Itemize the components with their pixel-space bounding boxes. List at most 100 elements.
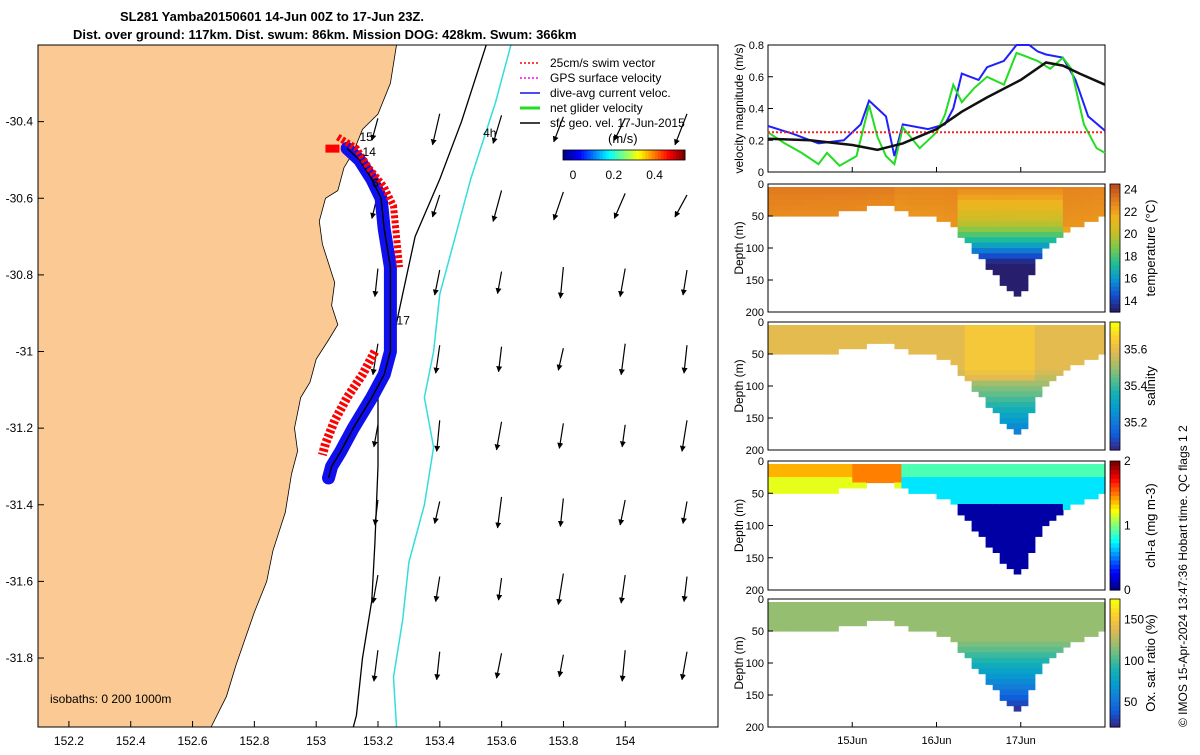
section-data-cell [985,530,994,537]
section-data-cell [866,194,874,201]
section-data-cell [1020,514,1029,521]
section-data-cell [901,338,909,344]
section-data-cell [852,477,860,484]
section-data-cell [1062,493,1071,500]
section-data-cell [1062,471,1071,478]
section-colorbar-label: salinity [1143,366,1158,406]
section-data-cell [838,609,846,616]
section-data-cell [957,354,966,360]
section-data-cell [887,609,895,616]
section-data-cell [1048,332,1057,339]
section-colorbar-cell [1110,692,1120,698]
section-data-cell [789,332,797,339]
geo-velocity-arrow [557,498,564,528]
section-data-cell [1020,509,1029,516]
section-data-cell [1027,652,1036,659]
section-data-cell [1013,487,1022,494]
section-data-cell [1027,509,1036,516]
section-data-cell [1013,689,1022,696]
section-data-cell [999,652,1008,659]
section-data-cell [908,609,916,616]
section-data-cell [789,343,797,350]
section-data-cell [1020,391,1029,398]
section-data-cell [1027,466,1036,473]
section-data-cell [943,487,952,494]
section-data-cell [1027,396,1036,403]
section-data-cell [1069,493,1078,500]
section-data-cell [1083,189,1092,196]
section-data-cell [964,631,973,637]
section-data-cell [999,552,1008,559]
section-data-cell [1013,253,1022,260]
section-data-cell [1006,269,1015,276]
section-data-cell [999,695,1008,701]
section-data-cell [1091,327,1099,334]
legend-entry: GPS surface velocity [550,71,661,85]
section-data-cell [1020,541,1029,548]
section-data-cell [1006,631,1015,637]
section-colorbar-cell [1110,555,1120,561]
section-data-cell [873,477,881,484]
section-data-cell [985,477,994,484]
section-data-cell [1055,615,1064,621]
section-data-cell [971,248,980,254]
section-data-cell [978,482,987,489]
section-data-cell [1062,194,1071,201]
section-data-cell [782,194,790,201]
section-data-cell [950,609,959,616]
section-data-cell [1006,216,1015,222]
section-data-cell [852,338,860,344]
section-data-cell [1006,232,1015,238]
section-data-cell [999,248,1008,254]
section-data-cell [943,604,952,611]
section-data-cell [964,652,973,659]
section-data-cell [992,327,1001,334]
section-data-cell [971,520,980,527]
section-data-cell [1006,493,1015,500]
section-data-cell [922,487,931,494]
section-data-cell [1069,189,1078,196]
section-data-cell [768,327,776,334]
section-data-cell [922,482,931,489]
section-colorbar-cell [1110,504,1120,509]
section-data-cell [1020,332,1029,339]
section-ylabel: Depth (m) [732,636,746,689]
section-colorbar-cell [1110,684,1120,690]
section-data-cell [978,471,987,478]
section-data-cell [1020,657,1029,664]
section-data-cell [803,348,811,355]
section-colorbar-tick: 35.4 [1124,379,1148,393]
section-data-cell [880,332,888,339]
section-data-cell [873,194,881,201]
section-colorbar-cell [1110,326,1120,332]
section-data-cell [1013,504,1022,510]
section-data-cell [964,609,973,616]
section-colorbar-cell [1110,381,1120,387]
section-data-cell [1034,504,1043,510]
speed-colorbar-cell [624,150,628,160]
section-data-cell [1020,221,1029,228]
section-data-cell [978,359,987,366]
section-data-cell [950,477,959,484]
section-data-cell [817,471,825,478]
speed-colorbar-cell [602,150,607,160]
section-data-cell [1091,631,1099,637]
section-data-cell [852,471,860,478]
section-data-cell [908,615,916,621]
speed-colorbar-tick: 0 [570,168,577,182]
section-data-cell [1055,354,1064,360]
section-data-cell [789,487,797,494]
section-data-cell [999,636,1008,643]
section-colorbar-cell [1110,424,1120,430]
section-data-cell [1055,471,1064,478]
geo-velocity-arrow [619,650,626,682]
section-data-cell [1020,412,1029,419]
section-data-cell [1006,636,1015,643]
section-data-cell [1098,338,1106,344]
section-data-cell [971,370,980,376]
section-data-cell [1069,348,1078,355]
section-data-cell [978,631,987,637]
section-data-cell [1041,604,1050,611]
section-data-cell [1083,620,1092,627]
